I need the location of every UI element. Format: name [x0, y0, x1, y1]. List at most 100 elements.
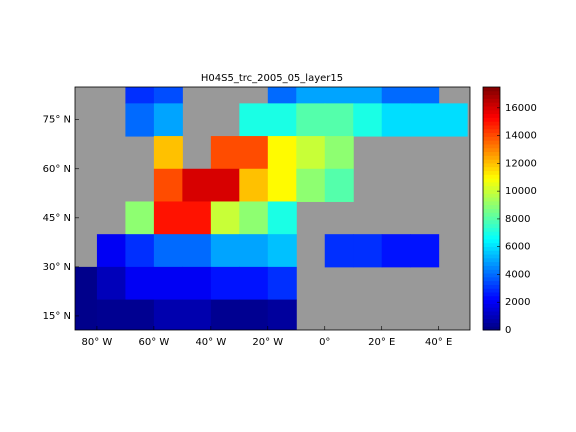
colorbar-step: [483, 311, 500, 316]
field-cell: [239, 136, 269, 170]
field-cell: [182, 299, 212, 330]
colorbar-step: [483, 90, 500, 96]
colorbar-step: [483, 284, 500, 289]
y-tick-label: 30° N: [43, 262, 71, 273]
chart-title: H04S5_trc_2005_05_layer15: [201, 73, 343, 84]
field-cell: [410, 234, 440, 268]
colorbar-step: [483, 307, 500, 312]
field-cell: [267, 234, 297, 268]
field-cell: [239, 201, 269, 235]
colorbar-step: [483, 87, 500, 92]
field-cell: [267, 168, 297, 202]
field-cell: [296, 103, 326, 137]
field-cell: [267, 201, 297, 235]
colorbar-step: [483, 124, 500, 130]
colorbar-step: [483, 238, 500, 244]
colorbar-step: [483, 193, 500, 198]
colorbar-tick-label: 10000: [505, 186, 537, 197]
colorbar-frame: [482, 86, 501, 331]
colorbar-step: [483, 288, 500, 293]
colorbar-step: [483, 254, 500, 259]
field-cell: [324, 136, 354, 170]
field-cell: [182, 234, 212, 268]
colorbar-step: [483, 102, 500, 107]
colorbar-step: [483, 280, 500, 285]
field-cell: [210, 201, 240, 235]
field-cell: [153, 201, 183, 235]
colorbar-step: [483, 250, 500, 255]
colorbar-tick-label: 16000: [505, 103, 537, 114]
field-cell: [210, 266, 240, 301]
x-tick-label: 20° E: [368, 337, 395, 348]
field-cell: [96, 299, 126, 330]
colorbar-step: [483, 151, 500, 156]
colorbar-step: [483, 155, 500, 160]
field-cell: [75, 266, 98, 301]
colorbar-step: [483, 162, 500, 168]
colorbar-step: [483, 204, 500, 209]
colorbar-step: [483, 231, 500, 236]
field-cell: [96, 266, 126, 301]
field-cell: [296, 87, 326, 104]
colorbar-step: [483, 166, 500, 172]
colorbar-step: [483, 269, 500, 274]
field-cell: [381, 234, 411, 268]
field-cell: [210, 299, 240, 330]
colorbar: [483, 87, 500, 331]
field-cell: [267, 87, 297, 104]
colorbar-step: [483, 303, 500, 308]
field-cell: [153, 299, 183, 330]
colorbar-step: [483, 208, 500, 213]
field: [75, 87, 468, 330]
colorbar-step: [483, 212, 500, 217]
field-cell: [125, 266, 155, 301]
field-cell: [125, 103, 155, 137]
colorbar-step: [483, 109, 500, 115]
x-tick-label: 60° W: [138, 337, 169, 348]
colorbar-tick-label: 8000: [505, 214, 530, 225]
colorbar-step: [483, 117, 500, 122]
field-cell: [153, 103, 183, 137]
field-cell: [125, 299, 155, 330]
colorbar-step: [483, 242, 500, 247]
y-tick-label: 60° N: [43, 164, 71, 175]
colorbar-step: [483, 326, 500, 331]
y-tick-label: 45° N: [43, 213, 71, 224]
colorbar-step: [483, 185, 500, 191]
colorbar-step: [483, 295, 500, 301]
colorbar-step: [483, 318, 500, 323]
colorbar-step: [483, 132, 500, 137]
field-cell: [239, 266, 269, 301]
field-cell: [153, 266, 183, 301]
field-cell: [267, 136, 297, 170]
colorbar-step: [483, 128, 500, 134]
field-cell: [267, 103, 297, 137]
field-cell: [153, 87, 183, 104]
field-cell: [239, 299, 269, 330]
colorbar-step: [483, 197, 500, 202]
colorbar-step: [483, 159, 500, 164]
field-cell: [381, 87, 411, 104]
colorbar-step: [483, 322, 500, 327]
colorbar-step: [483, 174, 500, 179]
x-tick-label: 20° W: [252, 337, 283, 348]
colorbar-step: [483, 189, 500, 194]
field-cell: [182, 266, 212, 301]
colorbar-step: [483, 216, 500, 221]
field-cell: [296, 136, 326, 170]
colorbar-step: [483, 140, 500, 145]
x-tick-label: 40° W: [195, 337, 226, 348]
colorbar-tick-label: 14000: [505, 131, 537, 142]
colorbar-step: [483, 276, 500, 282]
colorbar-step: [483, 261, 500, 266]
field-cell: [324, 87, 354, 104]
field-cell: [267, 299, 297, 330]
field-cell: [410, 103, 440, 137]
field-cell: [353, 103, 383, 137]
field-cell: [324, 168, 354, 202]
colorbar-step: [483, 105, 500, 111]
colorbar-step: [483, 292, 500, 297]
colorbar-step: [483, 147, 500, 153]
colorbar-tick-label: 12000: [505, 158, 537, 169]
